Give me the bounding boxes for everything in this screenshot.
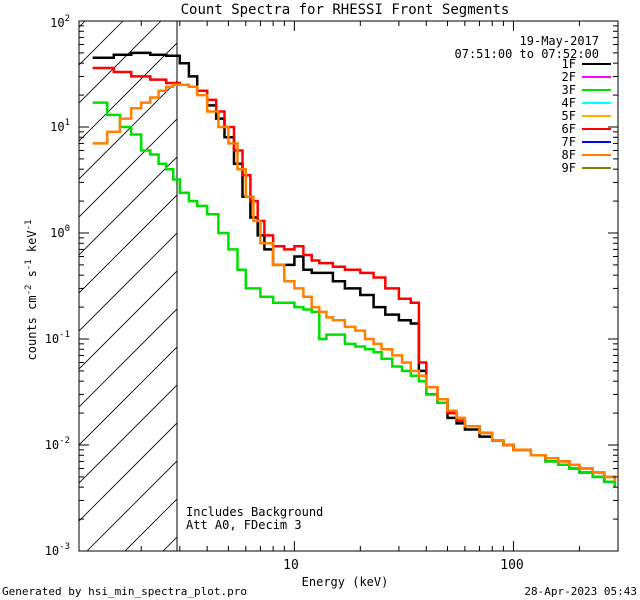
footer-timestamp: 28-Apr-2023 05:43: [524, 585, 637, 598]
legend: 1F 2F 3F 4F 5F 6F 7F 8F 9F: [562, 57, 611, 175]
x-axis-label: Energy (keV): [302, 575, 389, 589]
legend-label: 2F: [562, 70, 576, 84]
footer-generated-by: Generated by hsi_min_spectra_plot.pro: [2, 585, 247, 598]
chart-title: Count Spectra for RHESSI Front Segments: [181, 2, 510, 18]
y-tick-label: 10-3: [45, 542, 70, 558]
legend-label: 3F: [562, 83, 576, 97]
legend-label: 5F: [562, 109, 576, 123]
hatch-line: [79, 384, 177, 484]
hatch-line: [79, 308, 177, 408]
hatch-line: [79, 118, 177, 218]
hatch-line: [79, 156, 177, 256]
hatch-line: [79, 270, 177, 370]
legend-label: 1F: [562, 57, 576, 71]
legend-label: 8F: [562, 148, 576, 162]
y-tick-label: 102: [50, 14, 70, 30]
y-axis-label: counts cm-2 s-1 keV-1: [24, 220, 39, 361]
hatch-line: [79, 346, 177, 446]
y-tick-label: 101: [50, 118, 70, 134]
hatch-line: [0, 21, 9, 551]
legend-date: 19-May-2017: [520, 34, 599, 48]
hatch-line: [79, 21, 124, 66]
plot-frame: [78, 20, 619, 552]
series-line-6F: [92, 66, 617, 482]
hatch-line: [79, 21, 86, 28]
y-tick-label: 10-1: [45, 330, 70, 346]
hatch-line: [79, 232, 177, 332]
hatch-line: [79, 42, 177, 142]
hatched-region: [0, 21, 177, 551]
y-tick-label: 10-2: [45, 436, 70, 452]
legend-label: 4F: [562, 96, 576, 110]
annotation-attenuator: Att A0, FDecim 3: [186, 518, 302, 532]
series-layer: [92, 51, 617, 488]
legend-time-range: 07:51:00 to 07:52:00: [455, 47, 600, 61]
legend-label: 7F: [562, 135, 576, 149]
annotation-background: Includes Background: [186, 505, 323, 519]
hatch-line: [79, 194, 177, 294]
tick-layer: [79, 20, 619, 552]
hatch-line: [79, 422, 177, 522]
series-line-8F: [92, 83, 617, 482]
hatch-line: [79, 80, 177, 180]
hatch-line: [86, 460, 177, 551]
legend-label: 6F: [562, 122, 576, 136]
legend-label: 9F: [562, 161, 576, 175]
x-tick-label: 10: [283, 558, 299, 573]
x-tick-label: 100: [500, 558, 523, 573]
y-tick-label: 100: [50, 224, 70, 240]
